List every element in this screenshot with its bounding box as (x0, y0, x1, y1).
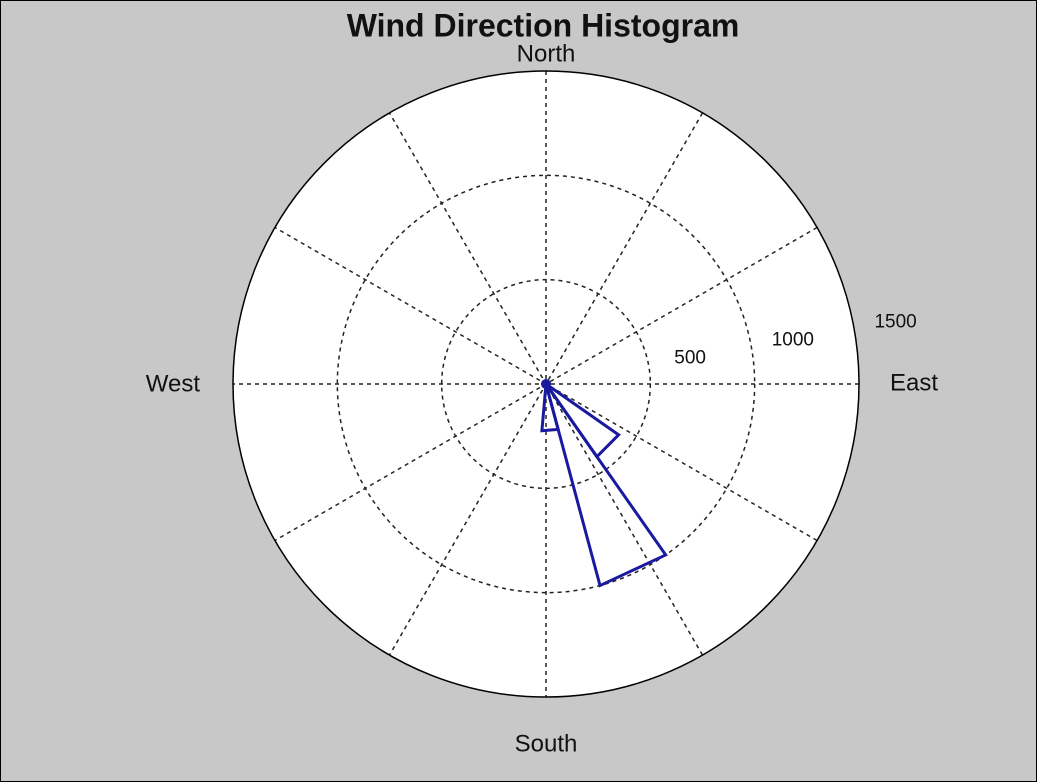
center-dot (541, 379, 551, 389)
grid-ring (336, 174, 756, 594)
direction-label: West (146, 370, 201, 397)
outer-ring (232, 70, 860, 698)
direction-label: South (515, 730, 578, 757)
direction-label: East (890, 369, 938, 396)
direction-label: North (517, 40, 576, 67)
r-tick-label: 1500 (874, 311, 916, 332)
chart-title: Wind Direction Histogram (347, 7, 740, 43)
r-tick-label: 500 (674, 348, 706, 369)
wedge (540, 383, 561, 433)
grid-ring (440, 278, 652, 490)
r-tick-label: 1000 (772, 329, 814, 350)
wedge (544, 383, 668, 588)
